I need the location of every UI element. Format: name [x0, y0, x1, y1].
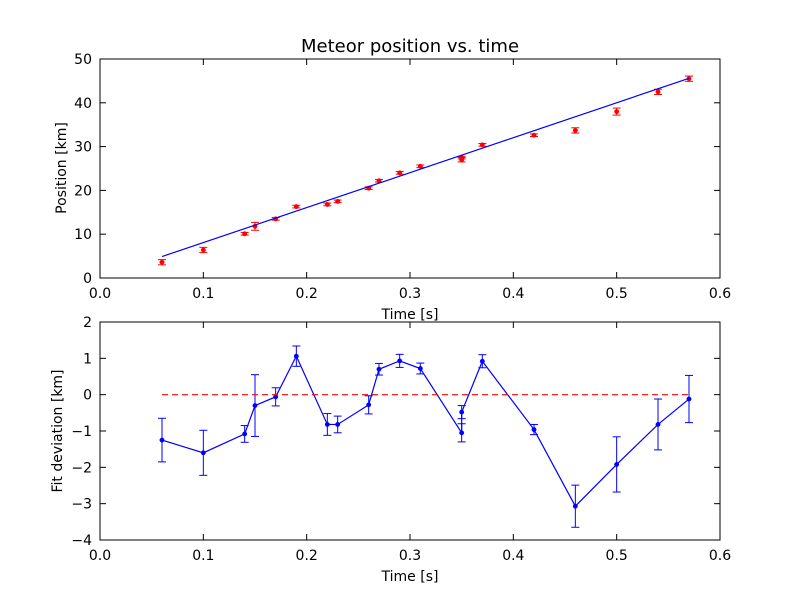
- data-point: [655, 89, 661, 95]
- data-point: [366, 402, 372, 408]
- y-tick-label: 2: [83, 315, 92, 331]
- y-tick-label: 20: [74, 183, 92, 199]
- data-point: [293, 353, 299, 359]
- x-tick-label: 0.6: [709, 548, 731, 564]
- y-tick-label: −2: [71, 460, 92, 476]
- plot-area-frame: [99, 58, 721, 279]
- y-tick-label: 40: [74, 96, 92, 112]
- data-point: [242, 431, 248, 437]
- x-tick-label: 0.0: [89, 286, 111, 302]
- y-tick-labels: −4 −3 −2 −1 0 1 2: [71, 315, 720, 549]
- x-tick-label: 0.5: [606, 548, 628, 564]
- y-tick-label: −1: [71, 424, 92, 440]
- y-tick-label: 1: [83, 351, 92, 367]
- data-point: [459, 409, 465, 415]
- data-point: [417, 163, 423, 169]
- x-tick-label: 0.2: [296, 286, 318, 302]
- data-point: [242, 231, 248, 237]
- y-tick-label: −3: [71, 497, 92, 513]
- x-tick-label: 0.0: [89, 548, 111, 564]
- data-point: [397, 170, 403, 176]
- y-axis-label: Position [km]: [54, 122, 70, 214]
- y-axis-label: Fit deviation [km]: [50, 369, 66, 492]
- x-tick-label: 0.2: [296, 548, 318, 564]
- chart-title: Meteor position vs. time: [301, 36, 519, 57]
- data-point: [479, 358, 485, 364]
- x-tick-label: 0.5: [606, 286, 628, 302]
- x-tick-label: 0.1: [192, 548, 214, 564]
- data-point: [479, 142, 485, 148]
- data-point: [324, 201, 330, 207]
- plot-marks: [158, 75, 693, 266]
- y-tick-label: −4: [71, 533, 92, 549]
- data-point: [614, 109, 620, 115]
- data-point: [293, 204, 299, 210]
- x-tick-label: 0.3: [399, 548, 421, 564]
- data-point: [614, 461, 620, 467]
- data-point: [335, 422, 341, 427]
- y-tick-labels: 0 10 20 30 40 50: [74, 52, 720, 287]
- y-tick-label: 0: [83, 271, 92, 287]
- deviation-panel: Time [s] Fit deviation [km] 0.0 0.1 0.2 0.3…: [50, 315, 731, 585]
- data-point: [200, 450, 206, 456]
- data-point: [655, 422, 661, 427]
- plot-marks: [158, 345, 693, 528]
- plot-area-frame: [99, 321, 721, 541]
- x-tick-label: 0.4: [502, 286, 524, 302]
- data-point: [252, 403, 258, 409]
- position-panel: Meteor position vs. time Time [s] Positi…: [54, 36, 731, 323]
- y-tick-label: 10: [74, 227, 92, 243]
- data-point: [397, 358, 403, 364]
- x-axis-label: Time [s]: [381, 307, 439, 323]
- data-point: [200, 247, 206, 253]
- data-point: [376, 366, 382, 372]
- fit-line: [161, 77, 690, 258]
- x-tick-labels: 0.0 0.1 0.2 0.3 0.4 0.5 0.6: [89, 322, 731, 564]
- y-tick-label: 0: [83, 388, 92, 404]
- y-tick-label: 50: [74, 52, 92, 68]
- y-tick-label: 30: [74, 140, 92, 156]
- x-tick-label: 0.1: [192, 286, 214, 302]
- x-tick-label: 0.6: [709, 286, 731, 302]
- deviation-line: [161, 354, 690, 508]
- x-tick-label: 0.3: [399, 286, 421, 302]
- x-tick-labels: 0.0 0.1 0.2 0.3 0.4 0.5 0.6: [89, 59, 731, 302]
- data-point: [686, 396, 692, 402]
- data-point: [531, 427, 537, 432]
- data-point: [335, 198, 341, 204]
- data-point: [531, 132, 537, 138]
- data-point: [324, 422, 330, 427]
- data-point: [572, 503, 578, 509]
- data-point: [417, 366, 423, 371]
- data-point: [159, 437, 165, 443]
- data-point: [273, 394, 279, 400]
- data-point: [159, 259, 165, 265]
- x-axis-label: Time [s]: [381, 569, 439, 585]
- data-point: [572, 127, 578, 133]
- x-tick-label: 0.4: [502, 548, 524, 564]
- data-point: [459, 430, 465, 436]
